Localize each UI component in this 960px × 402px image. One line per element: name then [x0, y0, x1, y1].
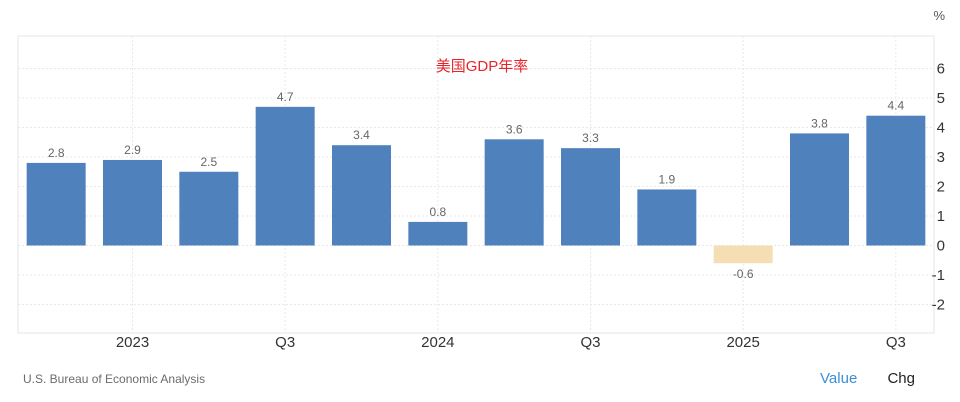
y-axis-unit-label: % [933, 8, 945, 23]
value-label: -0.6 [733, 267, 754, 281]
y-tick-label: 6 [937, 61, 945, 78]
y-tick-label: 0 [937, 238, 945, 255]
y-tick-label: -2 [932, 297, 945, 314]
x-axis-ticks: 2023 Q3 2024 Q3 2025 Q3 [116, 334, 906, 351]
plot-frame [17, 35, 935, 334]
y-tick-label: 5 [937, 90, 945, 107]
bar-2025Q3[interactable] [866, 115, 926, 246]
chart-title: 美国GDP年率 [436, 58, 529, 75]
bar-2024Q4[interactable] [637, 189, 697, 246]
y-tick-label: 3 [937, 149, 945, 166]
bar-2023Q1[interactable] [103, 159, 162, 246]
chg-button[interactable]: Chg [887, 370, 915, 387]
view-toggle: Value Chg [794, 370, 915, 387]
bar-2025Q2[interactable] [790, 133, 849, 246]
x-tick-label: 2024 [421, 334, 454, 351]
x-tick-label: Q3 [580, 334, 600, 351]
value-label: 4.7 [277, 90, 294, 104]
bar-2023Q4[interactable] [332, 145, 391, 246]
bar-2023Q3[interactable] [255, 106, 315, 246]
value-label: 2.9 [124, 143, 141, 157]
value-label: 3.4 [353, 128, 370, 142]
bar-2024Q3[interactable] [561, 148, 620, 246]
value-label: 1.9 [658, 172, 675, 186]
value-label: 0.8 [429, 205, 446, 219]
value-label: 3.8 [811, 116, 828, 130]
value-label: 2.8 [48, 146, 65, 160]
value-labels-layer: 2.8 2.9 2.5 4.7 3.4 0.8 3.6 3.3 1.9 -0.6 3.8 4.4 [48, 90, 905, 281]
value-label: 4.4 [887, 99, 904, 113]
value-label: 3.3 [582, 131, 599, 145]
bar-2023Q2[interactable] [179, 171, 239, 246]
value-label: 3.6 [506, 122, 523, 136]
y-tick-label: 4 [937, 120, 945, 137]
y-axis-ticks: 6 5 4 3 2 1 0 -1 -2 [932, 61, 945, 314]
y-tick-label: 1 [937, 208, 945, 225]
y-tick-label: 2 [937, 179, 945, 196]
bar-2024Q2[interactable] [484, 139, 544, 246]
x-tick-label: Q3 [886, 334, 906, 351]
x-tick-label: Q3 [275, 334, 295, 351]
x-tick-label: 2023 [116, 334, 149, 351]
x-tick-label: 2025 [726, 334, 759, 351]
bar-2025Q1[interactable] [713, 245, 773, 264]
source-credit: U.S. Bureau of Economic Analysis [23, 372, 206, 386]
y-tick-label: -1 [932, 267, 945, 284]
value-label: 2.5 [200, 155, 217, 169]
bar-2024Q1[interactable] [408, 221, 468, 246]
bar-2022Q4[interactable] [26, 162, 86, 246]
value-button[interactable]: Value [820, 370, 858, 387]
bars-layer [26, 106, 926, 264]
